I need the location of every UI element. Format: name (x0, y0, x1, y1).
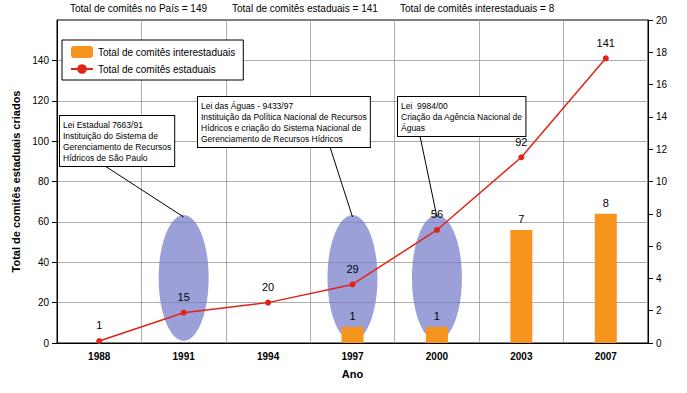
svg-text:20: 20 (262, 281, 274, 293)
svg-text:Total de comitês estaduais cri: Total de comitês estaduais criados (10, 91, 22, 273)
svg-text:Total de comitês estaduais: Total de comitês estaduais (98, 64, 216, 75)
svg-text:Lei das Águas - 9433/97: Lei das Águas - 9433/97 (201, 101, 293, 111)
svg-text:56: 56 (431, 208, 443, 220)
svg-text:1997: 1997 (341, 351, 364, 362)
svg-text:Instituição da Política Nacion: Instituição da Política Nacional de Recu… (201, 112, 367, 122)
svg-text:60: 60 (38, 216, 50, 227)
svg-text:Criação da Agência Nacional de: Criação da Agência Nacional de (401, 112, 522, 122)
svg-text:20: 20 (656, 15, 668, 26)
svg-text:Total de comitês estaduais = 1: Total de comitês estaduais = 141 (232, 3, 378, 14)
svg-text:12: 12 (656, 144, 668, 155)
svg-text:Gerenciamento de Recursos Hídr: Gerenciamento de Recursos Hídricos (201, 134, 343, 144)
svg-text:18: 18 (656, 47, 668, 58)
svg-text:1991: 1991 (173, 351, 196, 362)
svg-text:92: 92 (515, 136, 527, 148)
svg-text:16: 16 (656, 79, 668, 90)
svg-text:1988: 1988 (88, 351, 111, 362)
svg-text:Hídricos e criação do Sistema: Hídricos e criação do Sistema Nacional d… (201, 123, 361, 133)
svg-text:20: 20 (38, 297, 50, 308)
svg-text:8: 8 (656, 208, 662, 219)
svg-text:141: 141 (597, 37, 615, 49)
svg-text:1: 1 (349, 310, 355, 322)
svg-text:8: 8 (603, 197, 609, 209)
svg-text:Gerenciamento de Recursos: Gerenciamento de Recursos (63, 142, 171, 152)
svg-text:40: 40 (38, 257, 50, 268)
svg-text:Hídricos de São Paulo: Hídricos de São Paulo (63, 153, 148, 163)
svg-text:14: 14 (656, 111, 668, 122)
svg-text:100: 100 (32, 136, 49, 147)
svg-text:Total de comitês interestaduai: Total de comitês interestaduais = 8 (400, 3, 555, 14)
svg-text:0: 0 (656, 338, 662, 349)
svg-text:Total de comitês no País = 149: Total de comitês no País = 149 (70, 3, 207, 14)
svg-text:80: 80 (38, 176, 50, 187)
svg-text:29: 29 (346, 263, 358, 275)
svg-text:2007: 2007 (595, 351, 618, 362)
svg-text:1994: 1994 (257, 351, 280, 362)
svg-text:15: 15 (178, 291, 190, 303)
svg-text:140: 140 (32, 55, 49, 66)
svg-text:Águas: Águas (401, 123, 425, 133)
svg-text:7: 7 (518, 213, 524, 225)
svg-text:2000: 2000 (426, 351, 449, 362)
svg-text:Lei Estadual 7663/91: Lei Estadual 7663/91 (63, 120, 143, 130)
svg-text:2: 2 (656, 305, 662, 316)
svg-text:6: 6 (656, 241, 662, 252)
svg-text:Lei 9984/00: Lei 9984/00 (401, 101, 448, 111)
svg-text:Total de comitês interestaduai: Total de comitês interestaduais (98, 47, 235, 58)
svg-text:4: 4 (656, 273, 662, 284)
svg-text:120: 120 (32, 95, 49, 106)
svg-text:2003: 2003 (510, 351, 533, 362)
svg-text:Instituição do Sistema de: Instituição do Sistema de (63, 131, 158, 141)
svg-text:Ano: Ano (342, 368, 364, 380)
svg-text:0: 0 (43, 338, 49, 349)
svg-text:10: 10 (656, 176, 668, 187)
svg-text:1: 1 (96, 319, 102, 331)
svg-text:1: 1 (434, 310, 440, 322)
